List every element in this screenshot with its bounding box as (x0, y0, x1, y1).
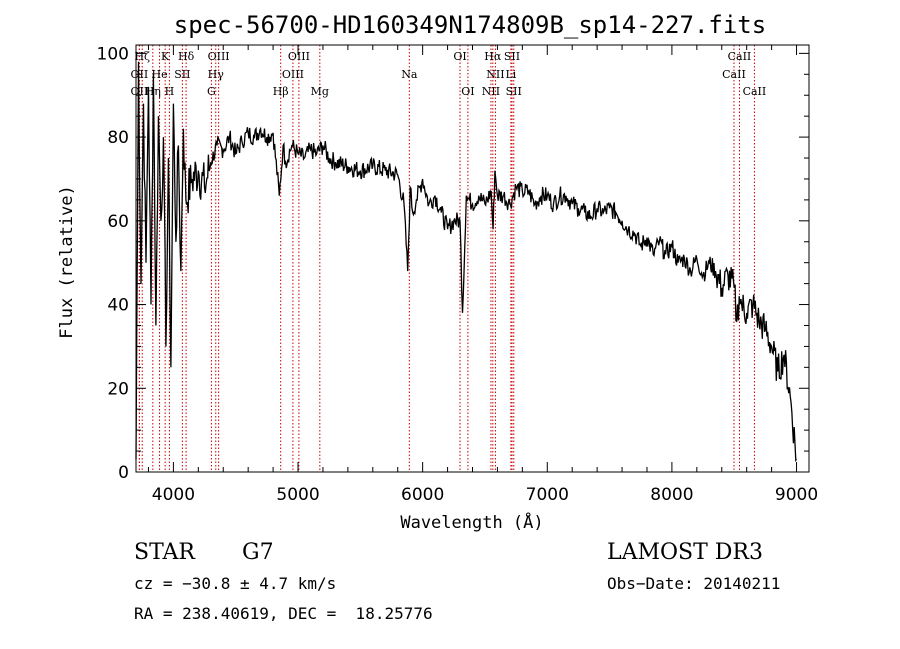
coordinates: RA = 238.40619, DEC = 18.25776 (134, 604, 433, 623)
y-tick-label: 80 (107, 128, 129, 148)
x-tick-label: 6000 (401, 485, 444, 505)
line-marker-label: OIII (282, 68, 304, 81)
object-class: STAR (134, 540, 195, 565)
y-tick-label: 40 (107, 296, 129, 316)
line-marker-label: G (207, 85, 216, 98)
x-axis: 4000 5000 6000 7000 8000 9000 (147, 45, 818, 505)
line-marker-label: Hγ (208, 68, 225, 81)
chart-title: spec-56700-HD160349N174809B_sp14-227.fit… (174, 11, 766, 39)
y-tick-label: 100 (97, 44, 129, 64)
line-marker-label: OI (461, 85, 474, 98)
y-tick-label: 20 (107, 379, 129, 399)
line-marker-label: H (165, 85, 175, 98)
line-marker-label: Hβ (273, 85, 289, 98)
y-axis-label: Flux (relative) (57, 185, 77, 339)
line-marker-label: Li (505, 68, 516, 81)
line-marker-label: Na (401, 68, 418, 81)
line-marker-label: SII (506, 85, 522, 98)
line-marker-label: OIII (288, 50, 310, 63)
x-tick-label: 8000 (650, 485, 693, 505)
line-marker-label: Hδ (178, 50, 195, 63)
line-marker-label: OI (453, 50, 466, 63)
line-marker-label: Hα (484, 50, 502, 63)
line-marker-label: CaII (728, 50, 752, 63)
x-tick-label: 4000 (152, 485, 195, 505)
line-marker-label: OIII (208, 50, 230, 63)
spectral-type: G7 (242, 540, 274, 565)
x-tick-label: 9000 (775, 485, 818, 505)
line-marker-label: NII (482, 85, 500, 98)
x-tick-label: 7000 (526, 485, 569, 505)
line-marker-label: CaII (722, 68, 746, 81)
line-marker-label: SII (504, 50, 520, 63)
redshift-cz: cz = −30.8 ± 4.7 km/s (134, 574, 337, 593)
flux-series-line (135, 61, 798, 463)
line-marker-label: Mg (311, 85, 329, 98)
spectrum-chart: spec-56700-HD160349N174809B_sp14-227.fit… (57, 11, 818, 533)
line-marker-label: Hζ (134, 50, 150, 63)
obs-date: Obs−Date: 20140211 (607, 574, 781, 593)
survey-label: LAMOST DR3 (607, 540, 763, 565)
y-tick-label: 60 (107, 212, 129, 232)
line-marker-label: K (161, 50, 170, 63)
y-tick-label: 0 (118, 463, 129, 483)
line-marker-label: NII (486, 68, 504, 81)
x-axis-label: Wavelength (Å) (400, 511, 543, 533)
line-markers (138, 45, 755, 472)
line-marker-label: CaII (743, 85, 767, 98)
line-marker-label: SII (174, 68, 190, 81)
line-marker-label: He (152, 68, 168, 81)
plot-frame (135, 44, 810, 473)
x-tick-label: 5000 (276, 485, 319, 505)
y-axis: 0 20 40 60 80 100 (97, 44, 809, 483)
